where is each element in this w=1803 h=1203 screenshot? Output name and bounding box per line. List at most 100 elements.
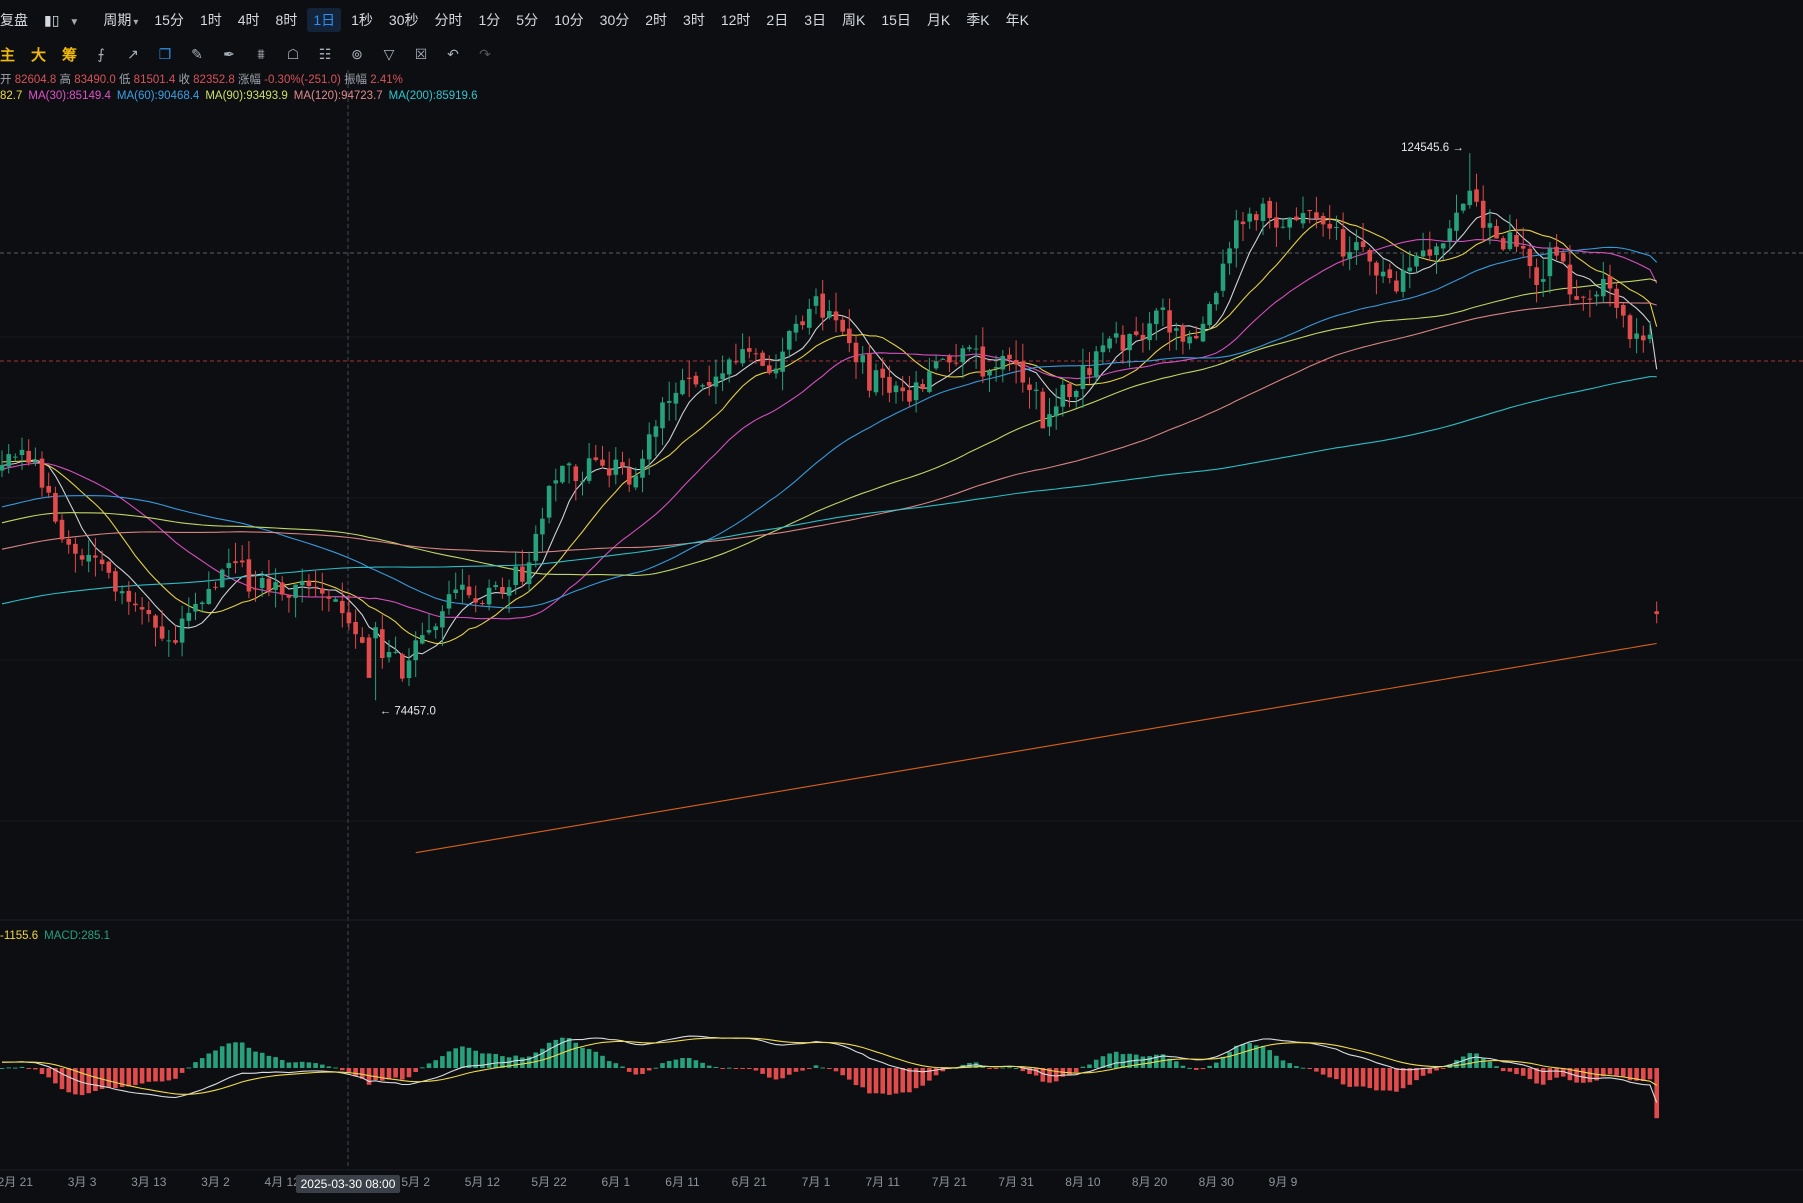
candle-body	[406, 660, 412, 678]
candle-body	[1587, 298, 1593, 300]
period-4[interactable]: 1时	[199, 12, 222, 28]
candle-body	[159, 626, 165, 639]
macd-bar	[1140, 1056, 1146, 1068]
pattern-icon[interactable]: ⩩	[257, 45, 265, 62]
candle-body	[693, 375, 699, 385]
period-13[interactable]: 10分	[554, 12, 584, 28]
macd-bar	[1334, 1068, 1339, 1080]
macd-bar	[420, 1067, 425, 1069]
lock-icon[interactable]: ☖	[286, 45, 300, 62]
period-15[interactable]: 2时	[645, 12, 668, 28]
macd-bar	[1454, 1060, 1459, 1068]
candle-body	[980, 346, 986, 377]
macd-bar	[1174, 1061, 1179, 1068]
macd-bar	[1420, 1068, 1426, 1076]
candle-body	[633, 475, 639, 488]
macd-bar	[1474, 1053, 1479, 1068]
period-20[interactable]: 周K	[842, 12, 866, 28]
candle-body	[1547, 248, 1553, 277]
candle-body	[1400, 270, 1406, 292]
period-0[interactable]: 复盘	[0, 12, 28, 28]
period-9[interactable]: 30秒	[388, 12, 419, 28]
macd-bar	[1000, 1067, 1006, 1069]
candle-body	[1247, 213, 1252, 222]
period-6[interactable]: 8时	[275, 12, 298, 28]
period-22[interactable]: 月K	[926, 12, 951, 28]
close-label: 收	[178, 74, 190, 86]
candle-body	[560, 465, 565, 483]
macd-bar	[566, 1038, 572, 1068]
period-chart-type[interactable]: ▮▯ ▼	[36, 12, 95, 29]
open-value: 82604.8	[14, 74, 57, 86]
candle-body	[860, 355, 865, 363]
period-10[interactable]: 分时	[434, 12, 463, 28]
indicator-icon[interactable]: ⨍	[97, 45, 105, 62]
candle-body	[506, 587, 512, 596]
macd-bar	[680, 1058, 685, 1068]
macd-bar	[59, 1068, 65, 1090]
candle-body	[299, 580, 305, 586]
filter-icon[interactable]: ▽	[383, 45, 395, 62]
macd-bar	[887, 1068, 892, 1095]
trash-icon[interactable]: ☒	[414, 45, 428, 62]
candle-body	[1174, 328, 1179, 331]
period-24[interactable]: 年K	[1005, 12, 1029, 28]
period-17[interactable]: 12时	[720, 12, 751, 28]
macd-bar	[1607, 1068, 1613, 1075]
macd-bar	[173, 1068, 178, 1079]
candle-body	[827, 311, 832, 318]
note-icon[interactable]: ☷	[318, 45, 332, 62]
macd-bar	[1240, 1044, 1246, 1068]
x-axis-label: 6月 1	[601, 1175, 630, 1189]
x-axis-label: 3月 3	[68, 1175, 97, 1189]
macd-bar	[1387, 1068, 1393, 1091]
candle-body	[1300, 213, 1306, 224]
period-8[interactable]: 1秒	[351, 12, 373, 28]
candle-body	[1207, 304, 1212, 326]
undo-icon[interactable]: ↶	[447, 45, 459, 62]
period-11[interactable]: 1分	[478, 12, 501, 28]
macd-bar	[1120, 1054, 1126, 1068]
overlay-toggle-2[interactable]: 筹	[62, 46, 78, 64]
period-7[interactable]: 1日	[307, 8, 342, 32]
macd-bar	[640, 1068, 645, 1074]
magnet-icon[interactable]: ⊚	[351, 45, 363, 62]
period-18[interactable]: 2日	[766, 12, 789, 28]
period-3[interactable]: 15分	[154, 12, 184, 28]
period-21[interactable]: 15日	[881, 12, 911, 28]
macd-bar	[900, 1068, 905, 1093]
x-axis-label: 3月 13	[131, 1175, 167, 1189]
pencil-icon[interactable]: ✎	[191, 45, 203, 62]
macd-bar	[580, 1047, 585, 1068]
period-14[interactable]: 30分	[599, 12, 630, 28]
macd-bar	[686, 1058, 692, 1068]
period-23[interactable]: 季K	[966, 12, 990, 28]
overlay-toggle-1[interactable]: 大	[31, 46, 47, 64]
macd-bar	[867, 1068, 872, 1094]
copy-icon[interactable]: ❐	[158, 45, 172, 62]
candle-body	[73, 543, 78, 554]
x-axis-label: 5月 12	[465, 1175, 501, 1189]
candle-body	[987, 370, 992, 376]
brush-icon[interactable]: ✒	[223, 45, 235, 62]
period-19[interactable]: 3日	[804, 12, 827, 28]
candle-body	[1307, 210, 1312, 211]
period-16[interactable]: 3时	[683, 12, 705, 28]
x-axis-label: 5月 2	[401, 1175, 430, 1189]
period-2[interactable]: 周期 ▾	[103, 12, 139, 28]
candle-body	[386, 652, 392, 658]
measure-icon[interactable]: ↗	[127, 45, 139, 62]
x-axis-label: 8月 10	[1065, 1175, 1101, 1189]
macd-bar	[13, 1067, 18, 1069]
macd-bar	[753, 1068, 759, 1071]
macd-bar	[1327, 1068, 1332, 1078]
macd-bar	[827, 1068, 832, 1069]
period-12[interactable]: 5分	[516, 12, 539, 28]
candle-body	[433, 626, 438, 631]
overlay-toggle-0[interactable]: 主	[0, 46, 16, 64]
period-5[interactable]: 4时	[237, 12, 260, 28]
redo-icon[interactable]: ↷	[479, 45, 491, 62]
candle-body	[513, 566, 518, 586]
candle-body	[533, 533, 539, 561]
